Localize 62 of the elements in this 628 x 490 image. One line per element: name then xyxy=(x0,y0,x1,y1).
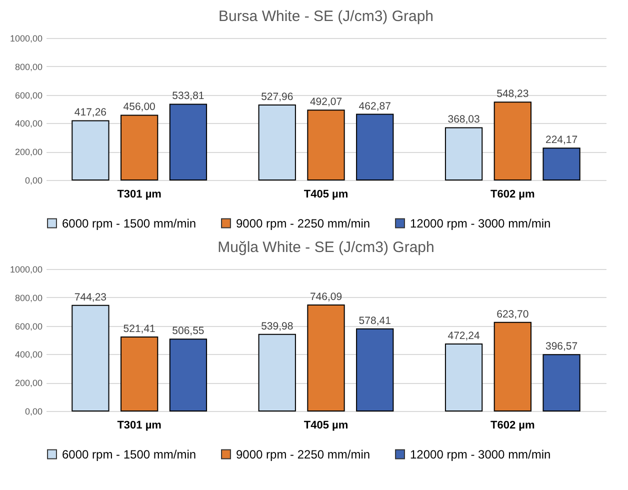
data-label: 623,70 xyxy=(496,308,529,320)
bar xyxy=(72,304,110,412)
data-label: 521,41 xyxy=(123,322,156,335)
y-tick-label: 200,00 xyxy=(14,147,42,158)
legend-label: 9000 rpm - 2250 mm/min xyxy=(236,216,370,230)
bar xyxy=(356,114,394,180)
x-tick-label: T602 µm xyxy=(490,188,536,200)
legend-label: 6000 rpm - 1500 mm/min xyxy=(62,216,196,230)
y-tick-label: 200,00 xyxy=(14,378,42,388)
y-tick-label: 600,00 xyxy=(14,90,42,100)
bar xyxy=(72,120,110,180)
data-label: 527,96 xyxy=(261,91,294,104)
x-tick-label: T301 µm xyxy=(117,188,162,200)
chart-title: Muğla White - SE (J/cm3) Graph xyxy=(218,239,434,256)
x-tick-label: T405 µm xyxy=(304,188,348,200)
data-label: 548,23 xyxy=(496,88,529,100)
data-label: 744,23 xyxy=(74,291,107,304)
legend-label: 12000 rpm - 3000 mm/min xyxy=(410,447,551,462)
data-label: 396,57 xyxy=(545,340,578,353)
y-tick-label: 800,00 xyxy=(14,292,42,303)
data-label: 472,24 xyxy=(448,330,480,342)
y-tick-label: 0,00 xyxy=(24,176,42,186)
data-label: 462,87 xyxy=(358,100,392,112)
data-label: 506,55 xyxy=(172,325,204,338)
data-label: 578,41 xyxy=(358,314,392,327)
legend-label: 12000 rpm - 3000 mm/min xyxy=(410,216,551,230)
data-label: 368,03 xyxy=(448,114,480,126)
bar xyxy=(542,148,580,180)
legend-label: 9000 rpm - 2250 mm/min xyxy=(236,447,370,462)
data-label: 492,07 xyxy=(310,96,342,108)
x-tick-label: T405 µm xyxy=(304,420,348,432)
bar xyxy=(258,104,296,180)
y-tick-label: 400,00 xyxy=(14,118,42,129)
bar xyxy=(258,334,296,412)
chart-title: Bursa White - SE (J/cm3) Graph xyxy=(218,8,434,25)
bar xyxy=(356,328,394,412)
y-tick-label: 600,00 xyxy=(14,321,42,332)
bar xyxy=(444,343,483,412)
data-label: 746,09 xyxy=(310,291,342,304)
bar xyxy=(307,110,345,180)
data-label: 456,00 xyxy=(123,101,156,114)
bar xyxy=(494,102,532,180)
y-tick-label: 1000,00 xyxy=(10,34,42,44)
x-tick-label: T301 µm xyxy=(117,420,162,432)
data-label: 533,81 xyxy=(172,90,204,102)
data-label: 539,98 xyxy=(261,320,294,332)
y-tick-label: 400,00 xyxy=(14,350,42,360)
x-tick-label: T602 µm xyxy=(490,420,536,432)
data-label: 224,17 xyxy=(545,134,578,146)
legend-label: 6000 rpm - 1500 mm/min xyxy=(62,447,196,462)
y-tick-label: 0,00 xyxy=(24,406,42,416)
bar xyxy=(444,127,483,180)
data-label: 417,26 xyxy=(74,106,107,119)
bar xyxy=(120,114,158,180)
bar xyxy=(494,322,532,412)
bar xyxy=(120,336,158,412)
bar xyxy=(542,354,580,412)
bar xyxy=(169,104,208,180)
y-tick-label: 1000,00 xyxy=(10,264,42,274)
y-tick-label: 800,00 xyxy=(14,62,42,72)
bar xyxy=(307,304,345,412)
bar xyxy=(169,338,208,412)
